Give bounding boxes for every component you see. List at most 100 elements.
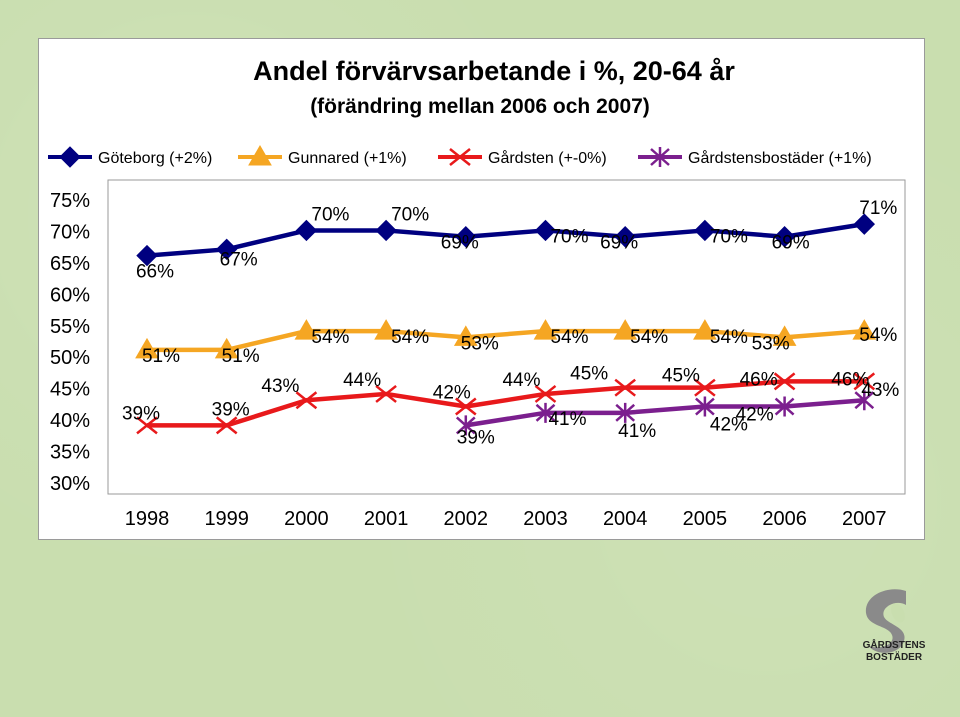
data-label: 69% xyxy=(600,233,638,254)
data-label: 53% xyxy=(461,333,499,354)
x-tick-label: 2000 xyxy=(284,508,329,530)
data-point xyxy=(375,384,397,403)
legend-label: Gårdstensbostäder (+1%) xyxy=(688,149,872,167)
data-point xyxy=(136,416,158,435)
x-tick-label: 2003 xyxy=(523,508,568,530)
x-tick-label: 1998 xyxy=(125,508,170,530)
data-label: 67% xyxy=(220,249,258,270)
data-label: 53% xyxy=(752,333,790,354)
series-line xyxy=(465,398,865,428)
data-point xyxy=(449,148,471,166)
data-label: 54% xyxy=(311,327,349,348)
x-tick-label: 2001 xyxy=(364,508,409,530)
y-tick-label: 60% xyxy=(50,284,90,306)
x-tick-label: 1999 xyxy=(204,508,249,530)
data-point xyxy=(375,219,397,242)
x-tick-label: 2005 xyxy=(683,508,728,530)
data-point xyxy=(374,319,398,340)
data-point xyxy=(613,319,638,340)
y-tick-label: 65% xyxy=(50,253,90,275)
data-label: 54% xyxy=(550,327,588,348)
data-point xyxy=(535,402,556,423)
data-point xyxy=(294,319,319,340)
data-label: 69% xyxy=(441,233,479,254)
data-label: 54% xyxy=(391,327,429,348)
data-point xyxy=(295,391,318,410)
data-label: 54% xyxy=(630,327,668,348)
data-point xyxy=(695,396,715,417)
legend-label: Gunnared (+1%) xyxy=(288,150,407,167)
data-point xyxy=(453,325,478,346)
logo-line1: GÅRDSTENS xyxy=(862,640,926,651)
data-point xyxy=(59,146,81,168)
data-label: 70% xyxy=(550,226,588,247)
data-label: 54% xyxy=(859,325,897,346)
data-label: 42% xyxy=(433,383,471,404)
series-line xyxy=(147,379,865,428)
chart-subtitle: (förändring mellan 2006 och 2007) xyxy=(310,95,650,118)
gardstens-logo-icon xyxy=(865,589,906,653)
data-label: 46% xyxy=(740,369,778,390)
y-tick-label: 70% xyxy=(50,221,90,243)
data-point xyxy=(136,244,158,267)
data-point xyxy=(215,238,238,261)
data-point xyxy=(772,325,797,346)
x-tick-label: 2006 xyxy=(762,508,807,530)
data-label: 44% xyxy=(502,370,540,391)
y-tick-label: 75% xyxy=(50,190,90,212)
data-point xyxy=(693,319,717,340)
data-label: 45% xyxy=(662,366,700,387)
data-label: 66% xyxy=(136,262,174,283)
data-point xyxy=(774,396,795,417)
data-point xyxy=(295,219,318,242)
data-label: 69% xyxy=(772,233,810,254)
data-point xyxy=(694,378,716,397)
data-label: 39% xyxy=(457,427,495,448)
data-point xyxy=(455,397,477,416)
y-tick-label: 50% xyxy=(50,347,90,369)
data-point xyxy=(215,416,238,435)
data-label: 44% xyxy=(343,370,381,391)
data-label: 71% xyxy=(859,198,897,219)
data-label: 39% xyxy=(212,399,250,420)
x-tick-label: 2002 xyxy=(444,508,489,530)
data-label: 46% xyxy=(831,369,869,390)
y-tick-label: 45% xyxy=(50,379,90,401)
chart-title: Andel förvärvsarbetande i %, 20-64 år xyxy=(253,56,735,86)
data-point xyxy=(650,147,670,167)
data-label: 41% xyxy=(618,421,656,442)
data-point xyxy=(533,319,558,340)
y-tick-label: 30% xyxy=(50,473,90,495)
data-point xyxy=(853,372,876,391)
data-label: 43% xyxy=(261,376,299,397)
data-point xyxy=(614,378,636,397)
data-label: 42% xyxy=(736,405,774,426)
series-line xyxy=(146,221,865,258)
y-tick-label: 35% xyxy=(50,442,90,464)
data-point xyxy=(854,390,875,411)
logo-line2: BOSTÄDER xyxy=(865,652,923,663)
data-label: 45% xyxy=(570,364,608,385)
data-label: 42% xyxy=(710,415,748,436)
data-label: 70% xyxy=(311,204,349,225)
data-point xyxy=(773,226,796,248)
data-point xyxy=(694,219,716,242)
x-tick-label: 2007 xyxy=(842,508,887,530)
data-point xyxy=(853,213,876,235)
data-point xyxy=(773,372,796,391)
data-label: 41% xyxy=(548,409,586,430)
data-label: 51% xyxy=(222,346,260,367)
logo-text: GÅRDSTENS BOSTÄDER xyxy=(846,640,942,664)
data-label: 39% xyxy=(122,403,160,424)
data-label: 43% xyxy=(861,380,899,401)
data-point xyxy=(455,226,477,248)
legend-label: Göteborg (+2%) xyxy=(98,150,212,167)
y-tick-label: 55% xyxy=(50,316,90,338)
data-point xyxy=(455,415,476,436)
data-point xyxy=(534,219,557,242)
data-label: 70% xyxy=(710,226,748,247)
data-label: 70% xyxy=(391,204,429,225)
data-label: 51% xyxy=(142,346,180,367)
series-line xyxy=(147,328,865,353)
